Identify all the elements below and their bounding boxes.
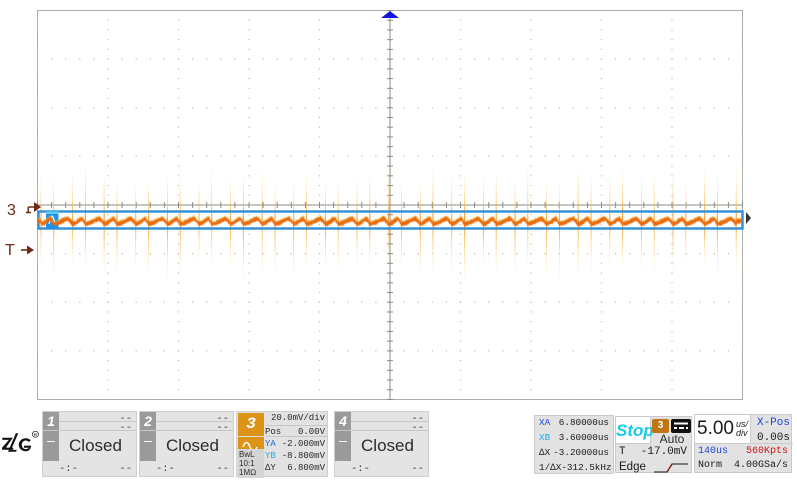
svg-text:A: A bbox=[48, 213, 56, 227]
svg-text:R: R bbox=[34, 432, 37, 437]
svg-text:T: T bbox=[5, 242, 15, 259]
svg-text:3: 3 bbox=[7, 202, 16, 219]
